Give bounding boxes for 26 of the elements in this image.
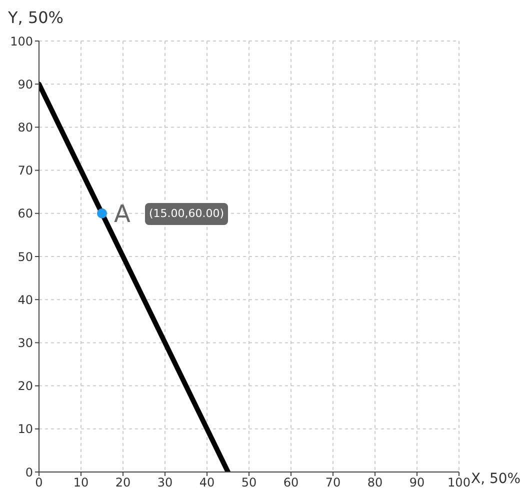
y-tick-label: 60 bbox=[18, 206, 33, 221]
x-tick-label: 40 bbox=[199, 476, 215, 490]
x-tick-label: 100 bbox=[448, 476, 470, 490]
y-tick-label: 70 bbox=[18, 164, 33, 178]
y-tick-label: 40 bbox=[18, 292, 33, 307]
y-tick-label: 10 bbox=[18, 422, 33, 436]
x-axis-title: X, 50% bbox=[471, 470, 521, 487]
x-tick-label: 50 bbox=[241, 476, 257, 490]
y-tick-label: 100 bbox=[10, 34, 33, 48]
y-tick-label: 50 bbox=[18, 250, 33, 264]
annotation: (15.00,60.00) bbox=[145, 203, 228, 225]
x-tick-label: 10 bbox=[73, 476, 89, 490]
series-label: A bbox=[114, 200, 131, 228]
y-axis-title: Y, 50% bbox=[8, 8, 64, 27]
x-tick-label: 0 bbox=[35, 476, 43, 490]
y-tick-label: 80 bbox=[18, 120, 33, 134]
x-tick-label: 80 bbox=[367, 476, 383, 490]
x-tick-label: 60 bbox=[283, 476, 299, 490]
y-tick-label: 90 bbox=[18, 77, 33, 92]
x-tick-label: 70 bbox=[325, 476, 341, 490]
y-tick-label: 20 bbox=[18, 379, 33, 394]
y-tick-label: 30 bbox=[18, 336, 33, 350]
y-tick-label: 0 bbox=[25, 465, 33, 480]
x-tick-label: 90 bbox=[409, 476, 425, 490]
x-tick-label: 30 bbox=[157, 476, 173, 490]
x-tick-label: 20 bbox=[115, 476, 131, 490]
